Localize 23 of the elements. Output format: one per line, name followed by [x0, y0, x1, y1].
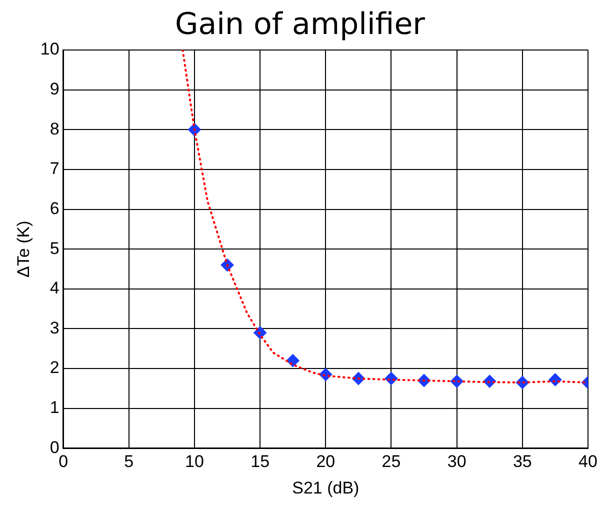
x-tick-label: 30 [447, 452, 466, 472]
x-tick-label: 20 [316, 452, 336, 472]
y-tick-label: 3 [50, 318, 60, 338]
x-tick-label: 10 [185, 452, 204, 472]
y-tick-label: 6 [50, 198, 60, 218]
y-axis-title: ΔTe (K) [14, 220, 33, 278]
y-tick-label: 7 [50, 159, 60, 178]
y-tick-label: 10 [40, 40, 60, 59]
x-tick-label: 15 [250, 452, 270, 472]
y-tick-label: 1 [50, 398, 60, 418]
y-tick-label: 0 [50, 438, 60, 457]
y-tick-label: 4 [50, 278, 60, 298]
y-tick-label: 9 [50, 80, 60, 99]
x-tick-label: 5 [124, 452, 134, 472]
chart-title: Gain of amplifier [175, 6, 426, 42]
x-tick-label: 40 [578, 452, 598, 472]
y-tick-label: 2 [50, 358, 60, 378]
x-tick-label: 25 [382, 452, 401, 472]
x-axis-title: S21 (dB) [292, 478, 360, 498]
y-tick-label: 8 [50, 119, 60, 138]
x-tick-label: 35 [512, 452, 532, 472]
y-tick-label: 5 [50, 238, 60, 258]
point [548, 373, 562, 386]
